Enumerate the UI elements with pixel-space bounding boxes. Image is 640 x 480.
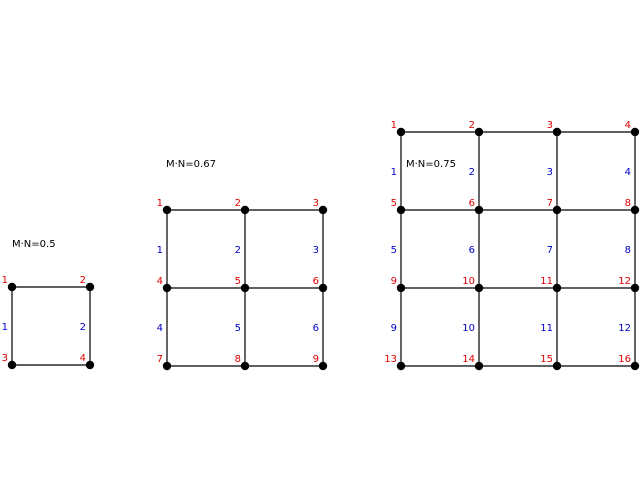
diagram-3-edge-label: 11 <box>540 323 553 334</box>
diagram-3-edge-label: 5 <box>391 245 397 256</box>
diagram-2-caption: M·N=0.67 <box>166 159 216 170</box>
diagram-3-node-label: 4 <box>625 120 631 131</box>
diagram-2-node-label: 6 <box>313 276 319 287</box>
diagram-3-edge-label: 6 <box>469 245 475 256</box>
diagram-1-edge-label: 1 <box>2 322 8 333</box>
diagram-2-edge-label: 1 <box>157 245 163 256</box>
diagram-3-node-label: 1 <box>391 120 397 131</box>
diagram-1-node-label: 3 <box>2 353 8 364</box>
diagram-3-node-label: 15 <box>540 354 553 365</box>
diagram-3-node-label: 10 <box>462 276 475 287</box>
diagram-2-node <box>318 361 328 371</box>
diagram-2-node <box>162 205 172 215</box>
diagram-1-node <box>85 360 95 370</box>
diagram-3-node <box>474 205 484 215</box>
diagram-2-node-label: 8 <box>235 354 241 365</box>
diagram-2-node <box>162 361 172 371</box>
diagram-3-caption: M·N=0.75 <box>406 159 456 170</box>
diagram-2-node-label: 3 <box>313 198 319 209</box>
diagram-3-node <box>396 361 406 371</box>
diagram-1-node <box>7 282 17 292</box>
diagram-2-edge-label: 4 <box>157 323 163 334</box>
diagram-1-node-label: 1 <box>2 275 8 286</box>
diagram-3-node-label: 7 <box>547 198 553 209</box>
diagram-3-node-label: 16 <box>618 354 631 365</box>
diagram-2-node <box>318 205 328 215</box>
diagram-2-edge-label: 2 <box>235 245 241 256</box>
diagram-2-node-label: 2 <box>235 198 241 209</box>
diagram-2-edge-label: 5 <box>235 323 241 334</box>
diagram-2-node <box>162 283 172 293</box>
diagram-1-caption: M·N=0.5 <box>12 239 56 250</box>
diagram-3-edge-label: 7 <box>547 245 553 256</box>
diagram-3-node-label: 14 <box>462 354 475 365</box>
diagram-2-node <box>240 283 250 293</box>
diagram-3-node <box>630 361 640 371</box>
diagram-3-node-label: 11 <box>540 276 553 287</box>
diagram-2-edge-label: 6 <box>313 323 319 334</box>
diagram-3-edge-label: 8 <box>625 245 631 256</box>
diagram-3-node-label: 9 <box>391 276 397 287</box>
diagram-2-node <box>240 205 250 215</box>
diagram-3-edge-label: 4 <box>625 167 631 178</box>
diagram-3-edge-label: 3 <box>547 167 553 178</box>
diagram-1-edge-label: 2 <box>80 322 86 333</box>
diagram-3-node <box>552 205 562 215</box>
diagram-3-node <box>630 283 640 293</box>
diagram-3-node <box>474 127 484 137</box>
diagram-2-node-label: 4 <box>157 276 163 287</box>
diagram-3-node-label: 3 <box>547 120 553 131</box>
diagram-3-node <box>552 283 562 293</box>
diagram-3-node-label: 8 <box>625 198 631 209</box>
diagram-3-edge-label: 1 <box>391 167 397 178</box>
diagram-2-node <box>240 361 250 371</box>
diagram-2-node-label: 5 <box>235 276 241 287</box>
diagram-3-node <box>630 205 640 215</box>
diagram-1-node-label: 2 <box>80 275 86 286</box>
diagram-3-node-label: 12 <box>618 276 631 287</box>
diagram-2-edge-label: 3 <box>313 245 319 256</box>
diagram-3-node <box>630 127 640 137</box>
diagram-2-node-label: 7 <box>157 354 163 365</box>
diagram-3-edge-label: 2 <box>469 167 475 178</box>
diagram-3-node-label: 5 <box>391 198 397 209</box>
diagram-2-node-label: 1 <box>157 198 163 209</box>
diagram-3-node <box>396 127 406 137</box>
diagram-3-node <box>396 283 406 293</box>
diagram-3-edge-label: 10 <box>462 323 475 334</box>
diagram-2-node <box>318 283 328 293</box>
diagram-1-node <box>85 282 95 292</box>
diagram-3-node <box>474 283 484 293</box>
diagram-3-edge-label: 12 <box>618 323 631 334</box>
diagram-3-edge-label: 9 <box>391 323 397 334</box>
diagram-3-node <box>396 205 406 215</box>
diagram-3-node <box>552 127 562 137</box>
diagram-3-node-label: 2 <box>469 120 475 131</box>
diagram-3-node <box>552 361 562 371</box>
diagram-2-node-label: 9 <box>313 354 319 365</box>
diagram-3-node-label: 6 <box>469 198 475 209</box>
diagram-1-node <box>7 360 17 370</box>
diagram-3-node-label: 13 <box>384 354 397 365</box>
diagram-3-node <box>474 361 484 371</box>
diagram-1-node-label: 4 <box>80 353 86 364</box>
